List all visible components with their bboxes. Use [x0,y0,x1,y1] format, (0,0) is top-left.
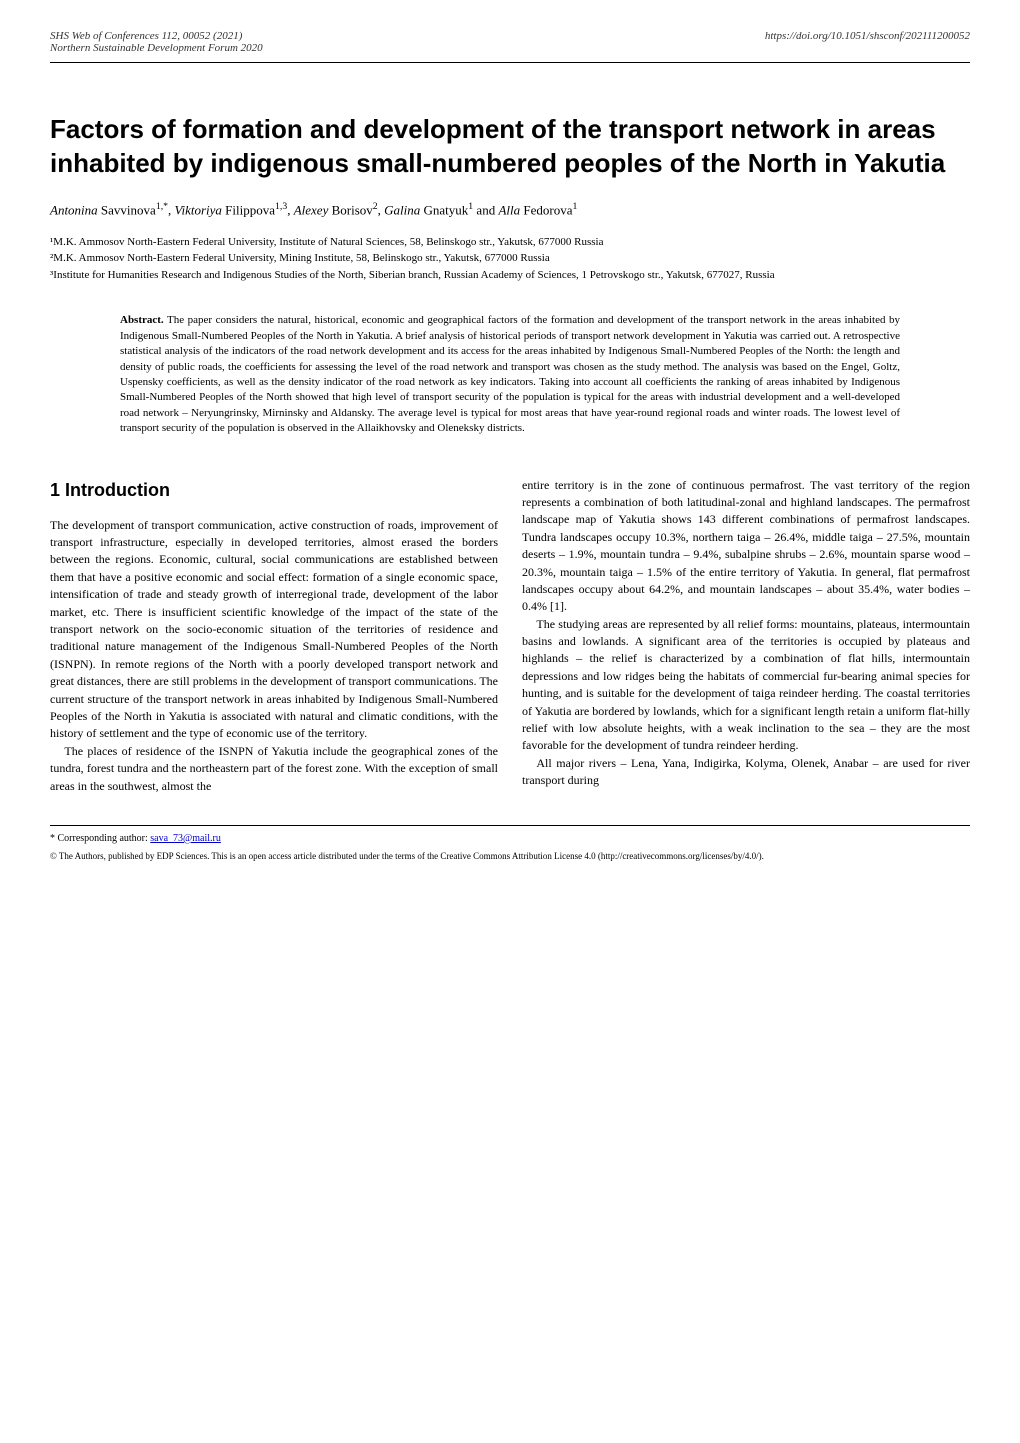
abstract-block: Abstract. The paper considers the natura… [120,313,900,436]
corresponding-author: * Corresponding author: sava_73@mail.ru [50,832,970,846]
footer: * Corresponding author: sava_73@mail.ru … [50,825,970,863]
journal-ref: SHS Web of Conferences 112, 00052 (2021) [50,30,263,42]
doi-link[interactable]: https://doi.org/10.1051/shsconf/20211120… [765,30,970,54]
conference-name: Northern Sustainable Development Forum 2… [50,42,263,54]
corresponding-email[interactable]: sava_73@mail.ru [150,833,221,844]
header-left: SHS Web of Conferences 112, 00052 (2021)… [50,30,263,54]
body-paragraph: entire territory is in the zone of conti… [522,477,970,616]
authors-line: Antonina Savvinova1,*, Viktoriya Filippo… [50,201,970,218]
body-columns: 1 Introduction The development of transp… [50,477,970,795]
abstract-label: Abstract. [120,314,164,326]
body-paragraph: The development of transport communicati… [50,517,498,743]
body-paragraph: All major rivers – Lena, Yana, Indigirka… [522,755,970,790]
corresponding-label: * Corresponding author: [50,833,150,844]
left-column: 1 Introduction The development of transp… [50,477,498,795]
affiliation-1: ¹M.K. Ammosov North-Eastern Federal Univ… [50,234,970,251]
affiliation-2: ²M.K. Ammosov North-Eastern Federal Univ… [50,250,970,267]
right-column: entire territory is in the zone of conti… [522,477,970,795]
paper-title: Factors of formation and development of … [50,113,970,181]
body-paragraph: The studying areas are represented by al… [522,616,970,755]
body-paragraph: The places of residence of the ISNPN of … [50,743,498,795]
affiliation-3: ³Institute for Humanities Research and I… [50,267,970,284]
section-1-heading: 1 Introduction [50,477,498,503]
affiliations: ¹M.K. Ammosov North-Eastern Federal Univ… [50,234,970,284]
abstract-text: The paper considers the natural, histori… [120,314,900,434]
license-text: © The Authors, published by EDP Sciences… [50,850,970,863]
header-bar: SHS Web of Conferences 112, 00052 (2021)… [50,30,970,63]
